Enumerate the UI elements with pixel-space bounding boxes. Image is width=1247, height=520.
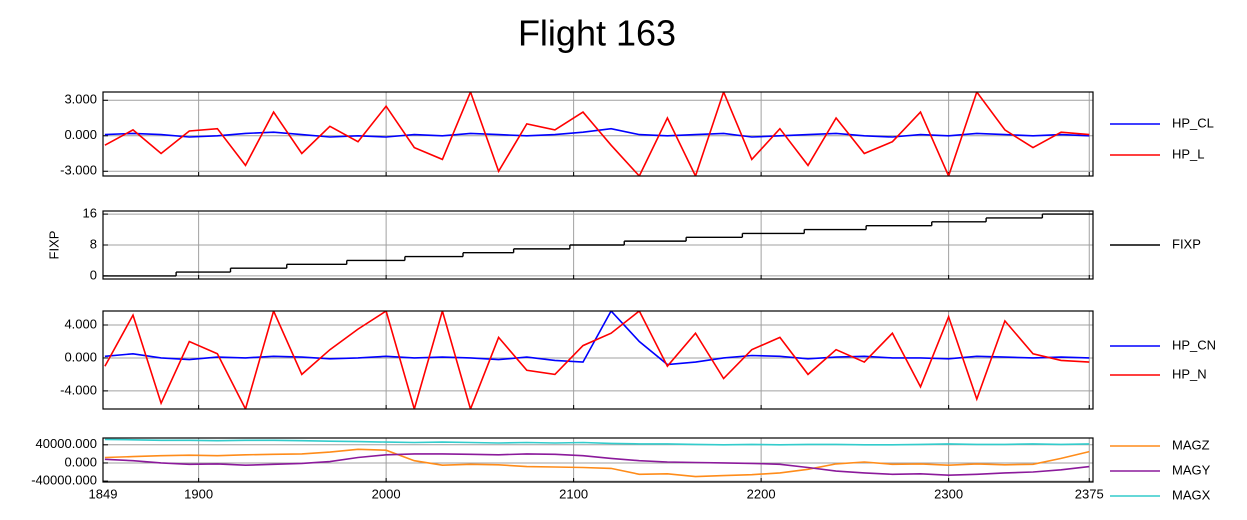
y-tick-label: -3.000: [60, 163, 97, 178]
series-line: [104, 311, 1090, 409]
series-line: [104, 127, 1090, 138]
y-tick-label: 3.000: [64, 92, 97, 107]
series-line: [104, 311, 1090, 366]
legend-label: HP_N: [1172, 366, 1207, 381]
plot-frame: [102, 437, 1094, 483]
y-axis-label: FIXP: [46, 231, 61, 260]
panel: 0 8 16 FIXP FIXP: [46, 206, 1200, 283]
x-tick-label: 2300: [934, 486, 963, 501]
plot-frame: [102, 310, 1094, 410]
plot-area: [104, 438, 1090, 478]
legend-label: FIXP: [1172, 236, 1201, 251]
y-tick-label: -40000.000: [31, 473, 97, 488]
y-tick-label: 16: [83, 206, 97, 221]
panel: -4.000 0.000 4.000 HP_CN HP_N: [60, 310, 1216, 410]
y-tick-label: -4.000: [60, 382, 97, 397]
legend-label: HP_CL: [1172, 115, 1214, 130]
panel: -40000.000 0.000 40000.000 1849 1900 2000 2100…: [31, 436, 1210, 502]
x-tick-label: 2100: [559, 486, 588, 501]
legend-label: HP_L: [1172, 146, 1205, 161]
series-line: [104, 92, 1090, 176]
series-line: [104, 448, 1090, 478]
y-tick-label: 0: [90, 267, 97, 282]
legend-label: MAGX: [1172, 487, 1211, 502]
plot-area: [104, 311, 1090, 409]
series-line: [104, 453, 1090, 477]
x-tick-label: 1849: [89, 486, 118, 501]
panel: -3.000 0.000 3.000 HP_CL HP_L: [60, 91, 1214, 178]
plot-area: [103, 213, 1093, 277]
legend-label: MAGZ: [1172, 437, 1210, 452]
x-tick-label: 2375: [1075, 486, 1104, 501]
y-tick-label: 8: [90, 236, 97, 251]
y-tick-label: 40000.000: [36, 436, 97, 451]
x-tick-label: 1900: [184, 486, 213, 501]
legend-label: MAGY: [1172, 462, 1211, 477]
plot-area: [104, 92, 1090, 176]
x-tick-label: 2000: [372, 486, 401, 501]
y-tick-label: 0.000: [64, 349, 97, 364]
x-tick-label: 2200: [747, 486, 776, 501]
y-tick-label: 0.000: [64, 454, 97, 469]
plot-frame: [102, 210, 1094, 280]
y-tick-label: 4.000: [64, 316, 97, 331]
series-line: [104, 438, 1090, 446]
plot-frame: [102, 91, 1094, 177]
legend-label: HP_CN: [1172, 337, 1216, 352]
y-tick-label: 0.000: [64, 127, 97, 142]
figure-title: Flight 163: [518, 13, 676, 54]
